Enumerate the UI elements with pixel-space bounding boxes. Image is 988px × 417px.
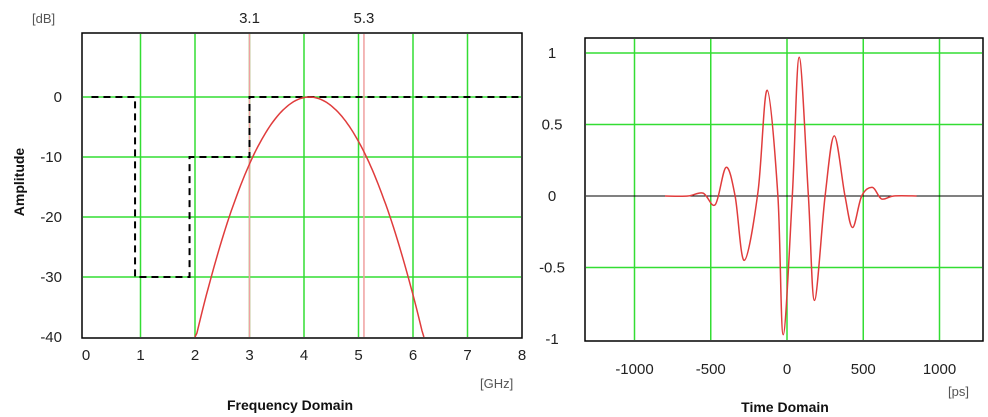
time-x-tick-label: -1000 bbox=[615, 361, 653, 378]
time-y-tick-label: -0.5 bbox=[539, 260, 565, 277]
frequency-x-tick-label: 4 bbox=[300, 347, 308, 364]
time-plot-area bbox=[584, 37, 984, 342]
time-y-tick-label: 0.5 bbox=[542, 117, 563, 134]
frequency-y-unit: [dB] bbox=[32, 11, 55, 26]
frequency-tick-labels: 0 1 2 3 4 5 6 7 8 0 -10 -20 -30 -40 bbox=[40, 89, 526, 364]
frequency-x-tick-label: 5 bbox=[354, 347, 362, 364]
frequency-markers: 3.1 5.3 bbox=[239, 10, 374, 337]
frequency-chart: 3.1 5.3 0 1 2 3 4 5 6 7 8 0 -10 -20 -30 -40 [dB] [GHz]… bbox=[11, 10, 526, 413]
time-grid bbox=[586, 39, 982, 340]
time-y-tick-label: 1 bbox=[548, 45, 556, 62]
frequency-y-tick-label: -10 bbox=[40, 149, 62, 166]
time-x-tick-label: -500 bbox=[696, 361, 726, 378]
frequency-y-tick-label: -30 bbox=[40, 269, 62, 286]
frequency-marker-label: 5.3 bbox=[354, 10, 375, 27]
frequency-y-axis-title: Amplitude bbox=[11, 148, 27, 217]
frequency-marker-label: 3.1 bbox=[239, 10, 260, 27]
frequency-x-tick-label: 0 bbox=[82, 347, 90, 364]
frequency-y-tick-label: -20 bbox=[40, 209, 62, 226]
frequency-x-tick-label: 6 bbox=[409, 347, 417, 364]
time-x-tick-label: 1000 bbox=[923, 361, 956, 378]
frequency-x-axis-title: Frequency Domain bbox=[227, 397, 353, 413]
frequency-mask-line bbox=[91, 96, 522, 278]
frequency-y-tick-label: 0 bbox=[54, 89, 62, 106]
frequency-x-tick-label: 3 bbox=[245, 347, 253, 364]
frequency-x-tick-label: 2 bbox=[191, 347, 199, 364]
frequency-x-unit: [GHz] bbox=[480, 376, 513, 391]
time-series bbox=[664, 56, 917, 336]
time-x-unit: [ps] bbox=[948, 384, 969, 399]
time-x-axis-title: Time Domain bbox=[741, 399, 829, 415]
time-y-tick-label: 0 bbox=[548, 188, 556, 205]
frequency-x-tick-label: 8 bbox=[518, 347, 526, 364]
frequency-series bbox=[91, 96, 522, 338]
time-y-tick-label: -1 bbox=[545, 331, 558, 348]
frequency-y-tick-label: -40 bbox=[40, 329, 62, 346]
time-chart: -1000 -500 0 500 1000 1 0.5 0 -0.5 -1 [ps] Time D… bbox=[539, 37, 984, 415]
time-x-tick-label: 500 bbox=[851, 361, 876, 378]
time-x-tick-label: 0 bbox=[783, 361, 791, 378]
frequency-x-tick-label: 7 bbox=[463, 347, 471, 364]
frequency-spectrum-line bbox=[194, 96, 425, 338]
frequency-x-tick-label: 1 bbox=[136, 347, 144, 364]
time-tick-labels: -1000 -500 0 500 1000 1 0.5 0 -0.5 -1 bbox=[539, 45, 956, 378]
time-pulse-line bbox=[664, 56, 917, 336]
frequency-plot-area bbox=[81, 32, 523, 339]
